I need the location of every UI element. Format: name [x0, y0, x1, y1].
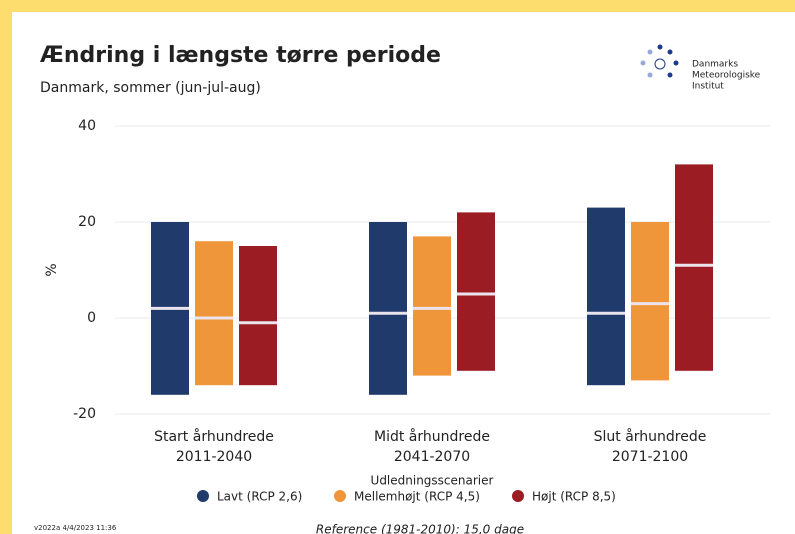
- logo-dot: [667, 49, 673, 55]
- x-tick-label: Start århundrede: [154, 428, 274, 445]
- legend-swatch: [512, 490, 524, 502]
- legend-label: Lavt (RCP 2,6): [217, 490, 302, 504]
- logo-dot: [673, 60, 679, 66]
- version: v2022a 4/4/2023 11:36: [34, 524, 117, 532]
- bar: [239, 246, 277, 386]
- logo-dot: [657, 44, 663, 50]
- logo-dot: [667, 72, 673, 78]
- y-tick-label: -20: [73, 406, 96, 422]
- reference: Reference (1981-2010): 15,0 dage: [316, 523, 524, 534]
- legend-label: Højt (RCP 8,5): [532, 490, 616, 504]
- bar: [413, 236, 451, 376]
- x-tick-label: 2071-2100: [612, 449, 688, 465]
- y-tick-label: 40: [78, 118, 96, 134]
- bar: [631, 222, 669, 381]
- logo-text: Institut: [692, 82, 724, 92]
- x-tick-label: 2041-2070: [394, 449, 470, 465]
- legend-swatch: [334, 490, 346, 502]
- bar: [675, 164, 713, 371]
- chart-subtitle: Danmark, sommer (jun-jul-aug): [40, 80, 261, 96]
- logo-text: Meteorologiske: [692, 71, 761, 81]
- logo: Danmarks Meteorologiske Institut: [640, 44, 761, 92]
- y-tick-label: 0: [87, 310, 96, 326]
- bar: [369, 222, 407, 395]
- bar: [195, 241, 233, 386]
- x-tick-label: Midt århundrede: [374, 428, 490, 445]
- y-tick-label: 20: [78, 214, 96, 230]
- bar: [457, 212, 495, 371]
- logo-dot: [640, 60, 646, 66]
- logo-dot: [647, 49, 653, 55]
- legend-swatch: [197, 490, 209, 502]
- legend-title: Udledningsscenarier: [371, 474, 494, 488]
- bar: [587, 207, 625, 386]
- x-tick-label: Slut århundrede: [594, 428, 707, 445]
- logo-crown: [654, 58, 666, 70]
- logo-text: Danmarks: [692, 60, 738, 70]
- chart-title: Ændring i længste tørre periode: [40, 43, 441, 68]
- legend-label: Mellemhøjt (RCP 4,5): [354, 490, 480, 504]
- x-tick-label: 2011-2040: [176, 449, 252, 465]
- logo-dot: [647, 72, 653, 78]
- y-axis-label: %: [44, 263, 60, 276]
